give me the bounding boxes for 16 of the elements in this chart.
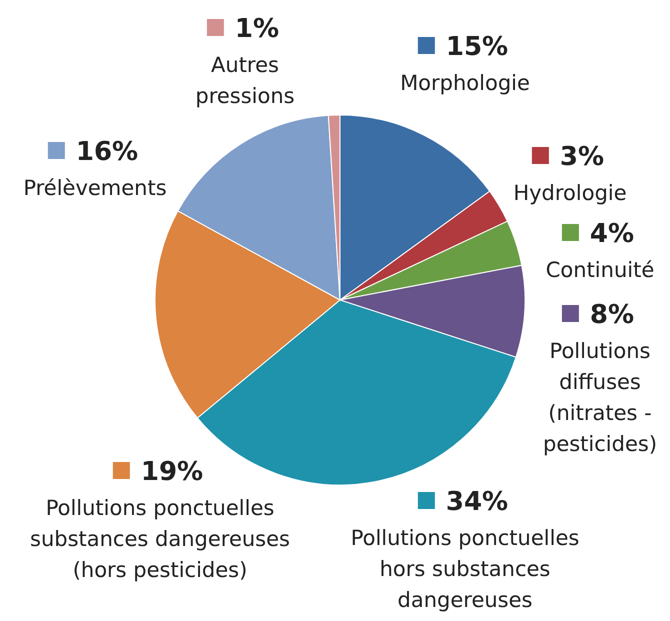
legend-label: Pollutions ponctuelles substances dangereuses (hors pesticides) xyxy=(30,496,290,582)
legend-label: Pollutions diffuses (nitrates - pesticides) xyxy=(542,339,658,456)
legend-label: Morphologie xyxy=(400,71,530,95)
data-label: 15% xyxy=(446,32,508,62)
data-label: 1% xyxy=(234,14,280,44)
legend-label: Hydrologie xyxy=(513,181,627,205)
legend-label: Autres pressions xyxy=(195,53,295,108)
data-label: 4% xyxy=(590,219,634,249)
data-label: 3% xyxy=(560,142,604,172)
data-label: 16% xyxy=(76,137,138,167)
legend-label: Prélèvements xyxy=(23,176,167,200)
data-label: 34% xyxy=(446,487,508,517)
legend-label: Pollutions ponctuelles hors substances dangereuses xyxy=(350,526,580,612)
data-label: 8% xyxy=(590,300,634,330)
legend-label: Continuité xyxy=(546,258,654,282)
data-label: 19% xyxy=(140,457,204,487)
